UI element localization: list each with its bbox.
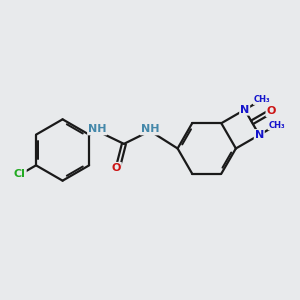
Text: O: O <box>112 163 121 173</box>
Text: NH: NH <box>88 124 106 134</box>
Text: NH: NH <box>141 124 159 134</box>
Text: N: N <box>240 105 249 115</box>
Text: CH₃: CH₃ <box>254 95 270 104</box>
Text: Cl: Cl <box>14 169 26 179</box>
Text: O: O <box>266 106 276 116</box>
Text: N: N <box>255 130 264 140</box>
Text: CH₃: CH₃ <box>268 121 285 130</box>
